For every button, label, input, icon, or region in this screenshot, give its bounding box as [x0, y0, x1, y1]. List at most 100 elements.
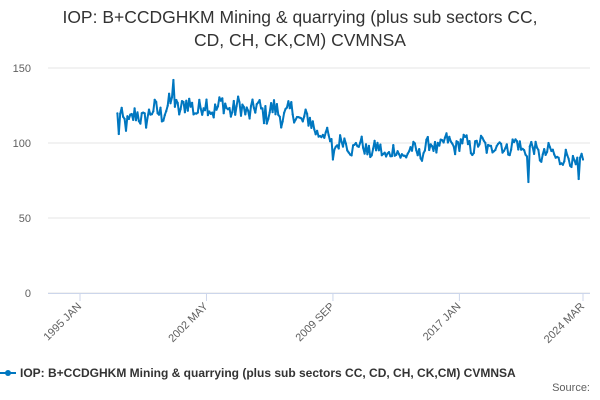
- data-point: [209, 112, 212, 115]
- data-point: [367, 144, 370, 147]
- data-point: [420, 159, 424, 162]
- data-point: [395, 153, 398, 156]
- data-point: [423, 149, 426, 152]
- y-tick-label: 50: [19, 213, 31, 225]
- data-point: [267, 117, 270, 120]
- data-point: [580, 152, 583, 155]
- chart-title-line-1: IOP: B+CCDGHKM Mining & quarrying (plus …: [62, 7, 538, 27]
- data-point: [360, 135, 363, 138]
- data-point: [219, 99, 222, 102]
- series-path: [116, 79, 584, 183]
- data-point: [494, 148, 497, 152]
- data-point: [564, 148, 567, 151]
- data-point: [201, 113, 204, 116]
- data-point: [525, 155, 529, 158]
- data-point: [518, 140, 521, 143]
- data-point: [248, 117, 251, 120]
- data-point: [385, 155, 388, 158]
- data-point: [245, 106, 248, 109]
- data-point: [329, 140, 332, 143]
- data-point: [373, 139, 376, 142]
- data-point: [446, 141, 449, 144]
- data-point: [262, 122, 266, 125]
- data-point: [524, 153, 527, 156]
- data-point: [489, 144, 493, 147]
- data-point: [214, 103, 217, 106]
- data-point: [505, 143, 508, 146]
- data-point: [156, 112, 159, 115]
- data-point: [285, 106, 288, 109]
- data-point: [337, 147, 340, 150]
- data-point: [353, 143, 356, 146]
- data-point: [540, 160, 543, 163]
- data-point: [569, 164, 572, 167]
- data-point: [251, 98, 254, 101]
- data-point: [185, 99, 188, 102]
- legend[interactable]: IOP: B+CCDGHKM Mining & quarrying (plus …: [0, 364, 516, 382]
- data-point: [308, 116, 311, 119]
- data-point: [341, 145, 345, 148]
- data-point: [501, 151, 504, 154]
- data-point: [481, 136, 484, 139]
- data-point: [500, 142, 503, 145]
- data-point: [278, 115, 281, 118]
- data-point: [443, 136, 447, 139]
- data-point: [231, 111, 234, 114]
- data-point: [283, 111, 286, 115]
- data-point: [581, 158, 585, 161]
- data-point: [166, 104, 169, 107]
- data-point: [211, 111, 214, 114]
- data-point: [133, 107, 136, 110]
- data-point: [126, 115, 129, 118]
- data-point: [479, 134, 483, 137]
- data-point: [159, 106, 162, 109]
- data-point: [504, 146, 507, 150]
- data-point: [324, 131, 327, 134]
- data-point: [244, 113, 247, 116]
- data-point: [344, 142, 347, 145]
- chart-title-line-2: CD, CH, CK,CM) CVMNSA: [194, 30, 406, 50]
- y-gridlines: [48, 67, 590, 294]
- data-point: [462, 133, 465, 136]
- data-point: [277, 113, 280, 116]
- data-point: [274, 113, 277, 116]
- data-point: [478, 143, 481, 146]
- data-point: [120, 106, 123, 109]
- data-point: [293, 121, 296, 124]
- data-point: [169, 102, 172, 105]
- data-point: [304, 108, 307, 111]
- data-point: [523, 149, 526, 152]
- x-axis: 1995 JAN 2002 MAY 2009 SEP 2017 JAN 2024 MAR: [41, 293, 590, 346]
- data-point: [415, 149, 418, 152]
- data-point: [359, 141, 362, 144]
- data-point: [257, 101, 260, 104]
- data-point: [139, 122, 142, 125]
- data-point: [232, 99, 235, 103]
- data-point: [466, 143, 470, 146]
- x-tick-label: 2017 JAN: [421, 301, 464, 344]
- data-point: [422, 152, 425, 155]
- data-point: [563, 160, 566, 163]
- data-point: [270, 102, 273, 105]
- data-point: [535, 146, 539, 149]
- chart-title: IOP: B+CCDGHKM Mining & quarrying (plus …: [0, 6, 600, 52]
- data-point: [459, 138, 462, 141]
- data-point: [228, 106, 231, 110]
- data-point: [224, 102, 227, 105]
- data-point: [497, 142, 500, 145]
- data-point: [130, 112, 133, 116]
- data-point: [255, 103, 258, 106]
- data-point: [425, 138, 428, 141]
- data-point: [124, 129, 128, 132]
- data-point: [155, 100, 158, 104]
- data-point: [369, 155, 372, 159]
- data-point: [458, 149, 461, 152]
- data-point: [521, 147, 524, 150]
- data-point: [234, 113, 237, 116]
- data-point: [477, 145, 480, 148]
- data-point: [300, 117, 303, 120]
- data-point: [222, 112, 225, 115]
- data-point: [370, 154, 373, 157]
- x-tick-label: 2002 MAY: [166, 300, 211, 345]
- data-point: [346, 149, 349, 152]
